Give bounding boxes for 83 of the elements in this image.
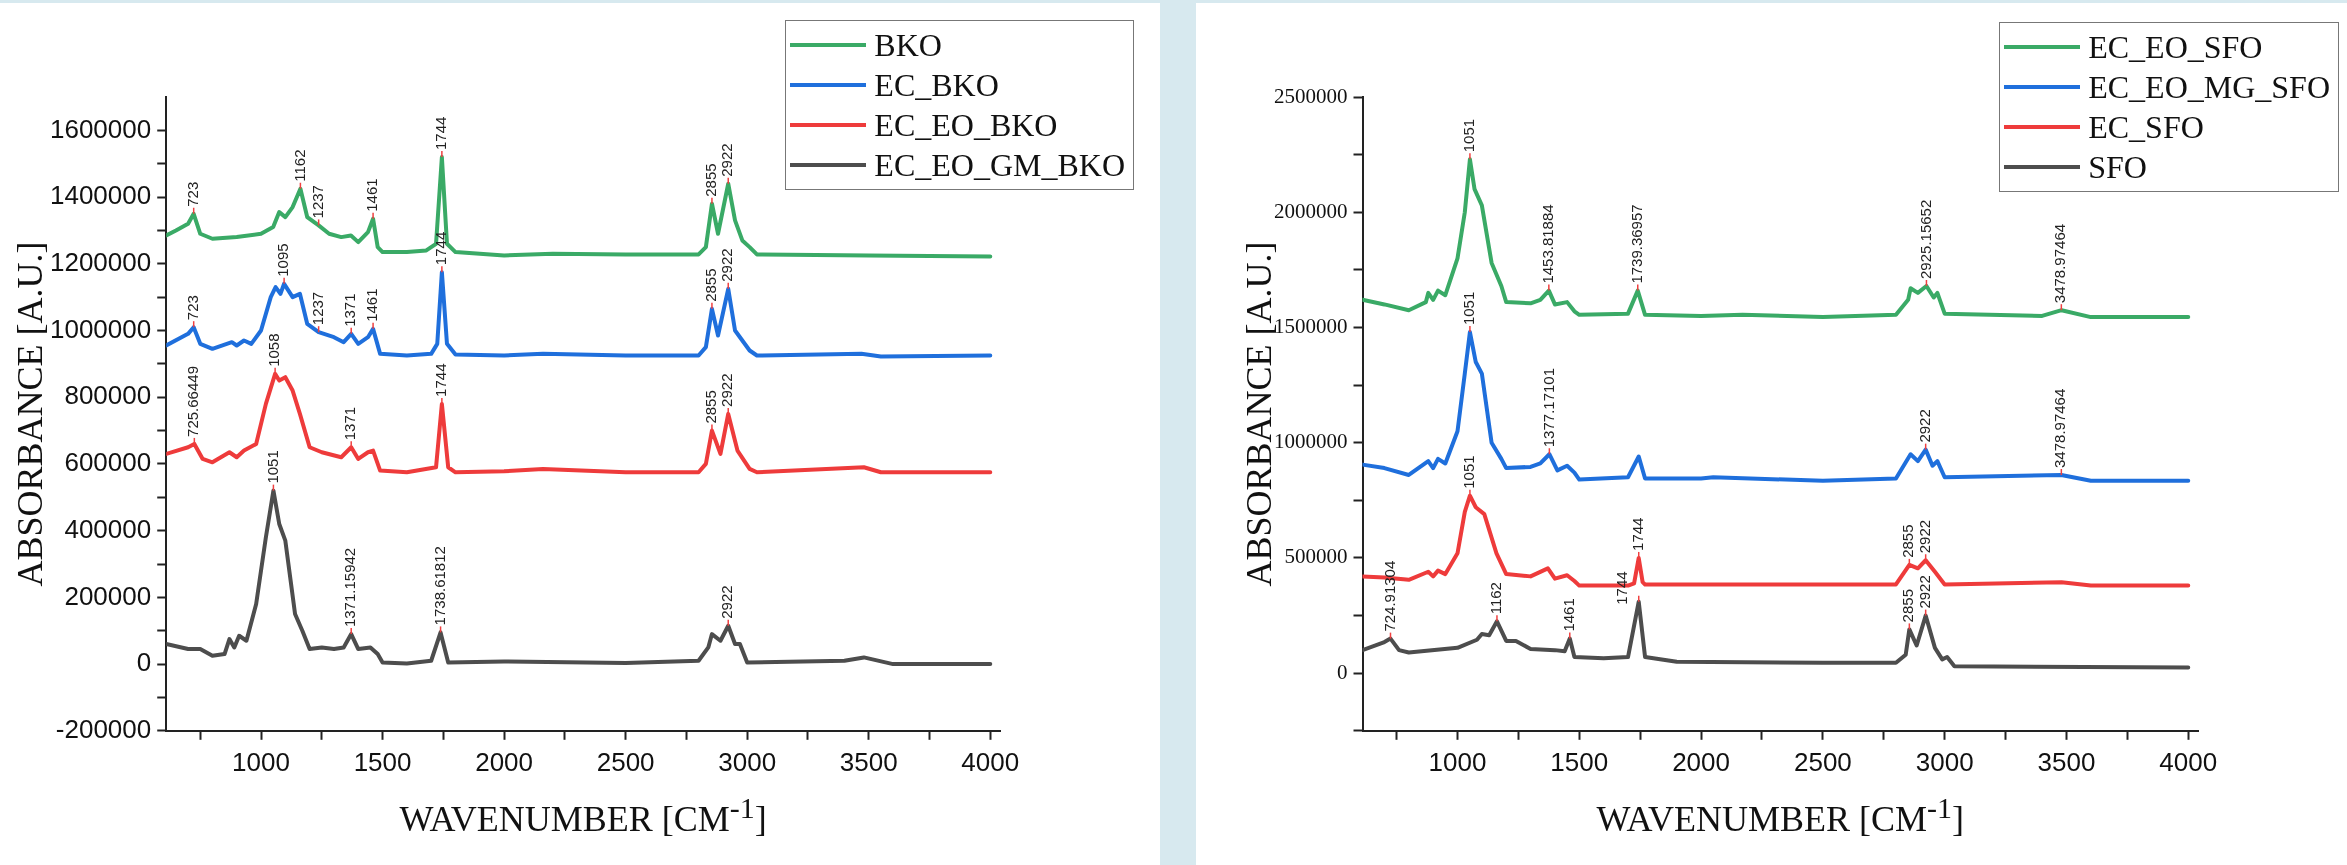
annotation: 1744: [1612, 571, 1630, 605]
x-tick-label: 3000: [718, 746, 777, 777]
annotation: 2855: [702, 268, 720, 302]
y-tick-label: 200000: [64, 580, 152, 611]
annotation: 725.66449: [184, 366, 202, 437]
annotation: 3478.97464: [2051, 223, 2069, 304]
annotation: 2855: [1899, 589, 1917, 623]
annotation: 723: [183, 295, 201, 321]
annotation: 2855: [702, 163, 720, 197]
annotation: 1371: [341, 406, 359, 441]
annotation: 1744: [1628, 517, 1646, 551]
annotation: 1461: [363, 288, 381, 322]
legend-label: EC_EO_BKO: [874, 106, 1058, 144]
annotation: 1744: [432, 116, 450, 151]
annotation: 1058: [265, 333, 283, 367]
annotation: 2922: [718, 373, 736, 407]
legend-label: EC_BKO: [874, 66, 999, 104]
y-tick-label: 1400000: [49, 180, 152, 211]
annotation: 2922: [1915, 575, 1933, 609]
x-tick-label: 1000: [232, 746, 290, 777]
annotation: 1371: [341, 293, 359, 327]
legend-label: EC_EO_GM_BKO: [874, 146, 1125, 184]
x-tick-label: 1500: [1550, 746, 1609, 777]
x-tick-label: 4000: [2159, 746, 2218, 777]
annotation: 1739.36957: [1627, 204, 1645, 284]
annotation: 2922: [1915, 519, 1933, 554]
annotation: 1461: [363, 178, 381, 212]
x-tick-label: 1500: [353, 746, 412, 777]
x-axis-title: WAVENUMBER [CM$^{-1}$]: [1596, 790, 1964, 840]
annotation: 1162: [1487, 582, 1505, 615]
y-tick-label: 1000000: [49, 313, 152, 344]
annotation: 2922: [1915, 409, 1933, 443]
x-tick-label: 2500: [1793, 746, 1852, 777]
x-axis-title: WAVENUMBER [CM$^{-1}$]: [399, 790, 767, 840]
legend-label: EC_EO_SFO: [2088, 28, 2263, 66]
annotation: 723: [183, 181, 201, 207]
annotation: 1744: [432, 231, 450, 266]
x-tick-label: 3000: [1915, 746, 1974, 777]
y-tick-label: 600000: [64, 447, 152, 478]
x-tick-label: 3500: [839, 746, 898, 777]
x-tick-label: 2000: [1672, 746, 1731, 777]
y-tick-label: 1200000: [49, 246, 152, 277]
annotation: 1162: [290, 149, 308, 182]
annotation: 1051: [1460, 291, 1478, 326]
annotation: 1371.15942: [341, 547, 359, 628]
x-tick-label: 2500: [596, 746, 655, 777]
legend-label: EC_EO_MG_SFO: [2088, 68, 2330, 106]
annotation: 2855: [1899, 524, 1917, 558]
annotation: 1095: [274, 243, 292, 277]
annotation: 1237: [308, 185, 326, 219]
annotation: 3478.97464: [2051, 388, 2069, 468]
y-tick-label: 1600000: [49, 113, 152, 144]
y-tick-label: 800000: [64, 380, 152, 411]
legend-label: SFO: [2088, 148, 2147, 186]
annotation: 1051: [263, 450, 281, 484]
y-tick-label: -200000: [55, 713, 152, 744]
annotation: 1461: [1559, 598, 1577, 632]
annotation: 1051: [1460, 118, 1478, 153]
annotation: 1453.81884: [1538, 204, 1556, 284]
annotation: 1377.17101: [1539, 367, 1557, 448]
y-tick-label: 500000: [1284, 544, 1348, 569]
annotation: 2925.15652: [1916, 199, 1934, 279]
annotation: 2855: [702, 390, 720, 424]
y-tick-label: 0: [1337, 659, 1348, 684]
y-axis-title: ABSORBANCE [A.U.]: [9, 241, 51, 587]
annotation: 2922: [718, 143, 736, 177]
annotation: 724.91304: [1380, 560, 1398, 632]
y-tick-label: 2500000: [1274, 83, 1348, 108]
x-tick-label: 1000: [1428, 746, 1487, 777]
annotation: 1744: [432, 363, 450, 397]
x-tick-label: 4000: [961, 746, 1020, 777]
annotation: 2922: [718, 248, 736, 282]
annotation: 1738.61812: [430, 546, 448, 626]
legend-label: BKO: [874, 26, 942, 64]
legend-label: EC_SFO: [2088, 108, 2204, 146]
y-tick-label: 2000000: [1274, 198, 1348, 223]
x-tick-label: 3500: [2037, 746, 2096, 777]
annotation: 1051: [1460, 455, 1478, 489]
y-tick-label: 0: [136, 647, 152, 678]
y-tick-label: 400000: [64, 513, 152, 544]
annotation: 1237: [308, 291, 326, 326]
x-tick-label: 2000: [475, 746, 534, 777]
annotation: 2922: [718, 585, 736, 619]
